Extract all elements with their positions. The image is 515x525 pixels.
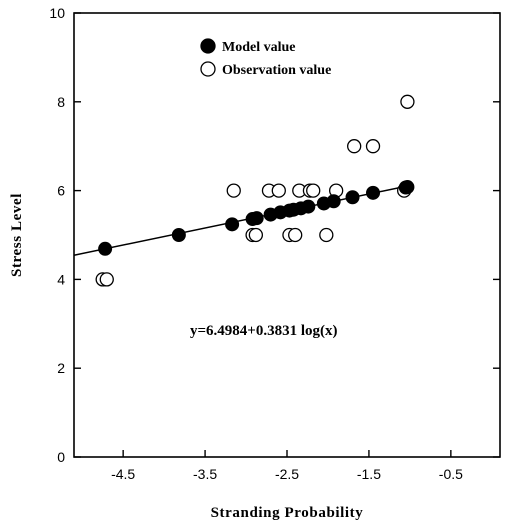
y-tick-label: 0 — [57, 449, 65, 465]
observation-point — [347, 139, 362, 154]
model-point — [249, 211, 264, 226]
x-tick-label: -0.5 — [439, 466, 463, 482]
model-point — [171, 228, 186, 242]
legend-marker-observation — [200, 61, 216, 77]
x-tick-label: -2.5 — [275, 466, 299, 482]
observation-point — [226, 183, 241, 198]
x-tick-label: -4.5 — [111, 466, 135, 482]
model-point — [400, 180, 415, 195]
fit-equation: y=6.4984+0.3831 log(x) — [190, 323, 338, 339]
model-point — [326, 194, 341, 209]
legend-marker-model — [200, 38, 216, 54]
x-tick-label: -3.5 — [193, 466, 217, 482]
observation-point — [99, 272, 114, 287]
y-tick-label: 6 — [57, 183, 65, 199]
y-tick-label: 10 — [49, 5, 65, 21]
x-axis-title: Stranding Probability — [211, 505, 364, 521]
legend: Model value Observation value — [200, 38, 331, 78]
x-tick-label: -1.5 — [357, 466, 381, 482]
observation-point — [288, 227, 303, 243]
observation-point — [271, 183, 286, 198]
observation-point — [365, 139, 381, 154]
observation-point — [319, 227, 334, 243]
observation-point — [306, 183, 321, 198]
fit-line — [73, 184, 411, 256]
fit-line-layer — [73, 184, 411, 256]
y-axis-title: Stress Level — [9, 193, 25, 277]
model-point — [225, 217, 240, 232]
observation-point — [400, 94, 415, 109]
y-tick-label: 4 — [57, 271, 65, 287]
model-point — [345, 190, 360, 205]
legend-label-observation: Observation value — [222, 63, 331, 78]
axis-ticks: -4.5 -3.5 -2.5 -1.5 -0.5 0 2 4 6 8 10 — [49, 5, 500, 482]
y-tick-label: 2 — [57, 360, 65, 376]
observation-point — [248, 227, 264, 243]
model-point — [98, 241, 113, 256]
y-tick-label: 8 — [57, 94, 65, 110]
legend-label-model: Model value — [222, 40, 296, 55]
data-points — [95, 94, 415, 287]
model-point — [366, 185, 381, 200]
model-point — [301, 199, 316, 214]
